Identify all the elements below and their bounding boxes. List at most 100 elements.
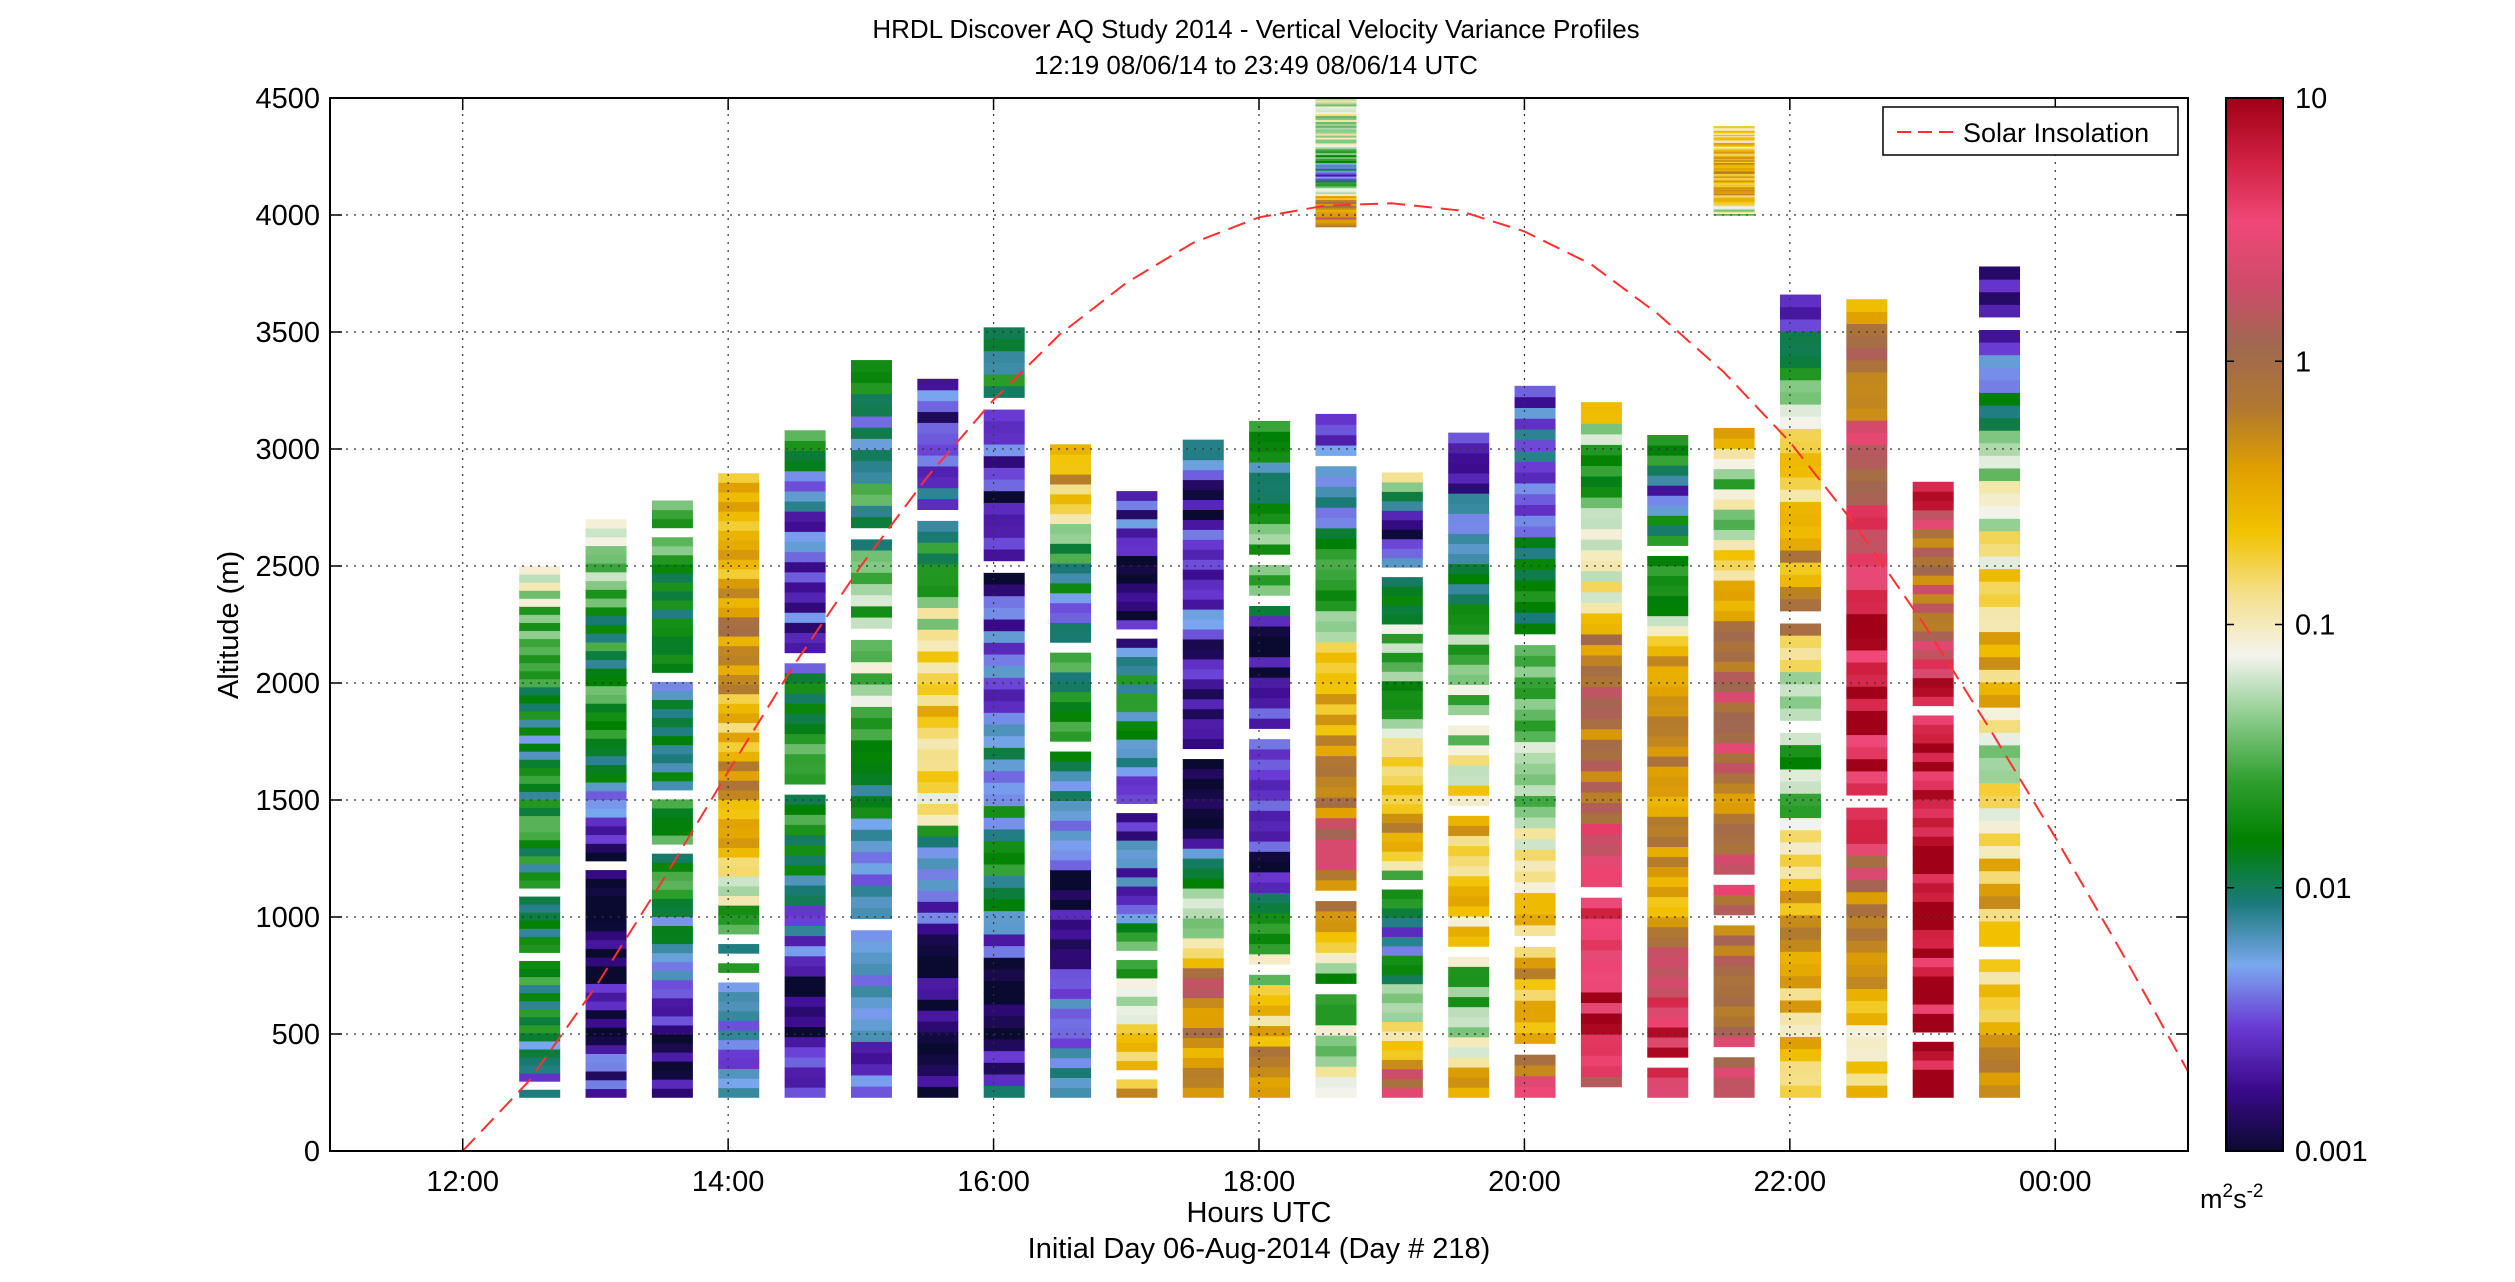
- heatmap-cell: [1713, 539, 1755, 551]
- heatmap-cell: [1182, 967, 1224, 979]
- heatmap-cell: [585, 825, 627, 836]
- heatmap-cell: [1979, 530, 2021, 544]
- heatmap-cell: [784, 490, 826, 502]
- heatmap-cell: [1315, 129, 1357, 132]
- heatmap-cell: [1050, 513, 1092, 525]
- heatmap-cell: [519, 1064, 561, 1074]
- heatmap-cell: [850, 616, 892, 629]
- heatmap-cell: [1381, 822, 1423, 833]
- heatmap-cell: [784, 632, 826, 644]
- heatmap-cell: [1381, 661, 1423, 672]
- heatmap-cell: [1979, 895, 2021, 909]
- heatmap-cell: [1713, 610, 1755, 622]
- chart-title-line-2: 12:19 08/06/14 to 23:49 08/06/14 UTC: [1034, 50, 1478, 80]
- heatmap-cell: [1448, 1006, 1490, 1018]
- heatmap-cell: [1315, 890, 1357, 902]
- heatmap-cell: [519, 912, 561, 921]
- heatmap-cell: [1580, 728, 1622, 740]
- heatmap-cell: [1779, 647, 1821, 660]
- heatmap-cell: [1514, 795, 1556, 807]
- heatmap-cell: [1979, 593, 2021, 607]
- heatmap-cell: [1846, 480, 1888, 494]
- heatmap-cell: [651, 834, 693, 845]
- heatmap-cell: [1315, 224, 1357, 228]
- heatmap-cell: [1315, 1045, 1357, 1057]
- heatmap-cell: [784, 450, 826, 462]
- heatmap-cell: [1912, 1087, 1954, 1098]
- heatmap-cell: [1249, 800, 1291, 811]
- heatmap-cell: [1315, 207, 1357, 210]
- heatmap-cell: [1713, 166, 1755, 169]
- heatmap-cell: [519, 694, 561, 704]
- heatmap-cell: [1315, 215, 1357, 218]
- heatmap-cell: [1846, 891, 1888, 905]
- heatmap-cell: [651, 536, 693, 547]
- heatmap-cell: [519, 614, 561, 623]
- heatmap-cell: [1713, 884, 1755, 895]
- heatmap-cell: [1713, 1016, 1755, 1027]
- heatmap-cell: [1846, 903, 1888, 917]
- heatmap-cell: [1514, 709, 1556, 721]
- heatmap-cell: [917, 814, 959, 826]
- heatmap-cell: [1979, 832, 2021, 847]
- heatmap-cell: [1846, 528, 1888, 542]
- heatmap-cell: [519, 702, 561, 712]
- heatmap-cell: [1580, 496, 1622, 509]
- x-axis-label-day: Initial Day 06-Aug-2014 (Day # 218): [1028, 1233, 1491, 1265]
- heatmap-cell: [1580, 1034, 1622, 1046]
- heatmap-cell: [850, 873, 892, 886]
- heatmap-cell: [1713, 208, 1755, 211]
- heatmap-cell: [850, 572, 892, 585]
- heatmap-cell: [1979, 669, 2021, 683]
- heatmap-cell: [1315, 641, 1357, 653]
- heatmap-cell: [651, 1024, 693, 1035]
- heatmap-cell: [718, 789, 760, 800]
- heatmap-cell: [718, 684, 760, 695]
- heatmap-cell: [1647, 434, 1689, 446]
- heatmap-cell: [983, 420, 1025, 433]
- heatmap-cell: [1116, 518, 1158, 529]
- heatmap-cell: [1580, 1044, 1622, 1056]
- heatmap-cell: [1846, 637, 1888, 651]
- heatmap-cell: [917, 977, 959, 989]
- heatmap-layer: [519, 98, 2021, 1098]
- heatmap-cell: [519, 871, 561, 881]
- heatmap-cell: [850, 482, 892, 495]
- heatmap-cell: [519, 928, 561, 937]
- heatmap-cell: [1116, 950, 1158, 961]
- heatmap-cell: [651, 608, 693, 619]
- heatmap-cell: [1182, 927, 1224, 939]
- heatmap-cell: [519, 582, 561, 591]
- heatmap-cell: [1182, 449, 1224, 461]
- heatmap-cell: [784, 511, 826, 522]
- heatmap-cell: [1647, 735, 1689, 747]
- heatmap-cell: [1381, 756, 1423, 767]
- heatmap-cell: [1050, 790, 1092, 802]
- heatmap-cell: [1846, 782, 1888, 796]
- heatmap-cell: [1381, 869, 1423, 881]
- heatmap-cell: [1779, 975, 1821, 989]
- heatmap-cell: [917, 661, 959, 674]
- heatmap-cell: [1713, 177, 1755, 180]
- heatmap-cell: [983, 327, 1025, 340]
- heatmap-cell: [850, 1063, 892, 1076]
- heatmap-cell: [1779, 452, 1821, 466]
- heatmap-cell: [850, 1041, 892, 1054]
- heatmap-cell: [1381, 1002, 1423, 1013]
- heatmap-cell: [983, 1085, 1025, 1098]
- heatmap-cell: [1580, 1076, 1622, 1088]
- heatmap-cell: [1381, 548, 1423, 559]
- heatmap-cell: [850, 1074, 892, 1087]
- heatmap-cell: [1315, 117, 1357, 121]
- heatmap-cell: [585, 536, 627, 547]
- heatmap-cell: [1315, 183, 1357, 187]
- heatmap-cell: [519, 654, 561, 664]
- heatmap-cell: [1050, 839, 1092, 851]
- heatmap-cell: [1713, 1026, 1755, 1037]
- heatmap-cell: [1182, 728, 1224, 740]
- heatmap-cell: [718, 751, 760, 762]
- heatmap-cell: [917, 378, 959, 391]
- heatmap-cell: [1249, 851, 1291, 863]
- heatmap-cell: [718, 664, 760, 676]
- heatmap-cell: [1448, 1087, 1490, 1098]
